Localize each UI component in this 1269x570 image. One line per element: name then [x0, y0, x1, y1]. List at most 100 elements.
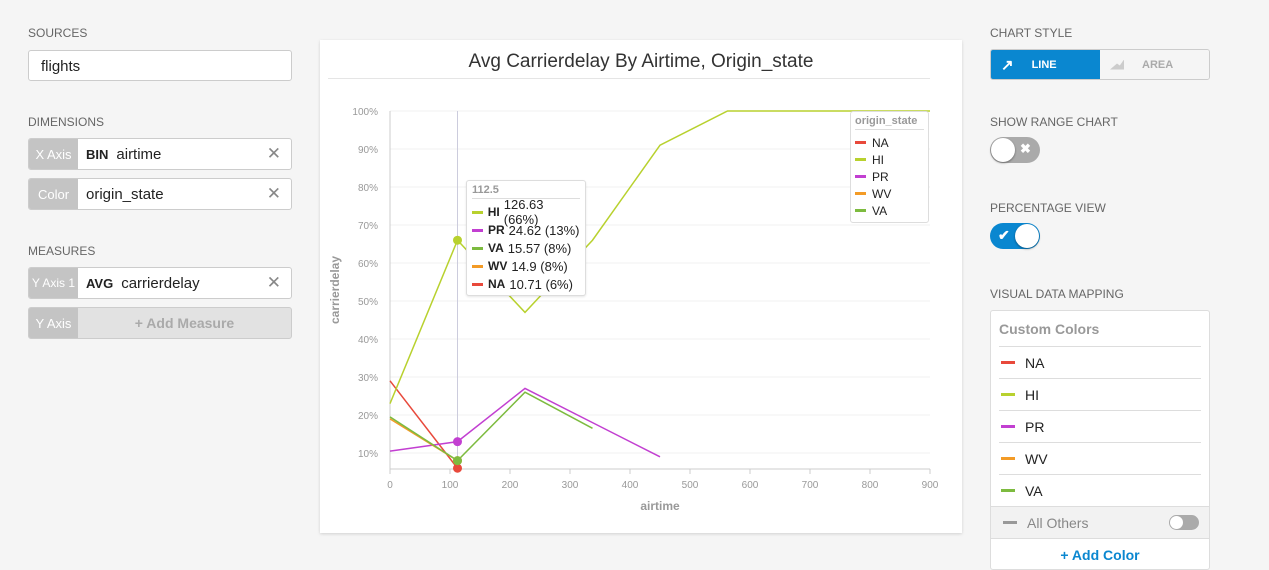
field-name: airtime: [116, 145, 162, 163]
tooltip-value: 10.71 (6%): [509, 276, 573, 292]
legend-swatch-icon: [855, 158, 866, 161]
color-mapping-label: HI: [1025, 386, 1039, 403]
color-mapping-row[interactable]: HI: [999, 378, 1201, 410]
dimensions-label: DIMENSIONS: [28, 115, 105, 129]
line-label: LINE: [1031, 58, 1057, 71]
x-tick-label: 600: [742, 480, 759, 491]
legend-item[interactable]: VA: [855, 202, 924, 219]
x-tick-label: 100: [442, 480, 459, 491]
y-tick-label: 90%: [358, 145, 378, 156]
y-axis-measure[interactable]: Y Axis 1 AVG carrierdelay ✕: [28, 267, 292, 299]
legend-swatch-icon: [855, 192, 866, 195]
legend-label: NA: [872, 135, 889, 150]
color-mapping-row[interactable]: NA: [999, 346, 1201, 378]
tooltip-row: PR 24.62 (13%): [472, 221, 580, 239]
swatch-icon: [1001, 489, 1015, 492]
swatch-icon: [1001, 425, 1015, 428]
y-tick-label: 40%: [358, 335, 378, 346]
legend-item[interactable]: WV: [855, 185, 924, 202]
area-style-button[interactable]: AREA: [1100, 50, 1209, 79]
y-tick-label: 100%: [352, 107, 378, 118]
tooltip-row: VA 15.57 (8%): [472, 239, 580, 257]
tooltip-row: WV 14.9 (8%): [472, 257, 580, 275]
legend-label: WV: [872, 186, 892, 201]
hover-point-VA[interactable]: [453, 456, 462, 466]
tooltip-value: 14.9 (8%): [511, 258, 568, 274]
hover-point-PR[interactable]: [453, 437, 462, 447]
tooltip-value: 126.63 (66%): [503, 197, 544, 227]
x-axis-title: airtime: [640, 499, 680, 513]
tooltip-series-name: VA: [488, 241, 504, 255]
sources-label: SOURCES: [28, 26, 88, 40]
legend-label: PR: [872, 169, 889, 184]
title-divider: [328, 78, 930, 79]
x-tick-label: 800: [862, 480, 879, 491]
y-tick-label: 50%: [358, 297, 378, 308]
swatch-icon: [1001, 393, 1015, 396]
color-mapping-row[interactable]: PR: [999, 410, 1201, 442]
chart-style-toggle: ↗ LINE AREA: [990, 49, 1210, 80]
close-icon[interactable]: ✕: [266, 144, 281, 163]
tooltip-title: 112.5: [472, 184, 580, 199]
x-tick-label: 700: [802, 480, 819, 491]
custom-colors-title: Custom Colors: [999, 321, 1100, 337]
x-axis-dimension[interactable]: X Axis BIN airtime ✕: [28, 138, 292, 170]
swatch-icon: [1003, 521, 1017, 524]
tooltip-swatch-icon: [472, 264, 483, 268]
tooltip-series-name: HI: [487, 205, 500, 219]
visual-data-mapping-panel: Custom Colors NA HI PR WV VA All Others + Ad…: [990, 310, 1210, 570]
legend-label: HI: [872, 152, 884, 167]
x-tick-label: 900: [922, 480, 939, 491]
line-chart-icon: ↗: [1001, 56, 1014, 74]
area-label: AREA: [1142, 58, 1174, 71]
color-mapping-row[interactable]: WV: [999, 442, 1201, 474]
y-axis-title: carrierdelay: [328, 256, 342, 324]
hover-point-NA[interactable]: [453, 463, 462, 473]
tooltip-row: NA 10.71 (6%): [472, 275, 580, 293]
add-color-button[interactable]: + Add Color: [991, 538, 1209, 570]
legend-swatch-icon: [855, 175, 866, 178]
y-axis-tag: Y Axis: [29, 308, 78, 338]
percentage-view-toggle[interactable]: ✔: [990, 223, 1040, 249]
line-style-button[interactable]: ↗ LINE: [991, 50, 1100, 79]
all-others-row: All Others: [991, 506, 1209, 538]
y-tick-label: 60%: [358, 259, 378, 270]
legend-label: VA: [872, 203, 888, 218]
series-line-VA[interactable]: [389, 391, 593, 462]
x-icon: ✖: [1020, 141, 1031, 156]
close-icon[interactable]: ✕: [266, 273, 281, 292]
legend-item[interactable]: HI: [855, 151, 924, 168]
tooltip-value: 15.57 (8%): [507, 240, 572, 256]
x-tick-label: 400: [622, 480, 639, 491]
legend-title: origin_state: [855, 115, 924, 130]
hover-point-HI[interactable]: [453, 235, 462, 245]
chart-card: Avg Carrierdelay By Airtime, Origin_stat…: [320, 40, 962, 533]
add-measure-button[interactable]: Y Axis + Add Measure: [28, 307, 292, 339]
legend-item[interactable]: NA: [855, 134, 924, 151]
area-chart-icon: [1110, 59, 1124, 70]
field-name: carrierdelay: [121, 274, 200, 292]
color-mapping-label: PR: [1025, 418, 1045, 435]
legend-swatch-icon: [855, 141, 866, 144]
x-tick-label: 200: [502, 480, 519, 491]
avg-label: AVG: [86, 275, 114, 291]
tooltip-swatch-icon: [472, 228, 483, 232]
visual-data-mapping-label: VISUAL DATA MAPPING: [990, 287, 1124, 301]
color-mapping-label: NA: [1025, 354, 1045, 371]
check-icon: ✔: [998, 227, 1010, 243]
range-chart-toggle[interactable]: ✖: [990, 137, 1040, 163]
legend-swatch-icon: [855, 209, 866, 212]
y-tick-label: 20%: [358, 411, 378, 422]
color-dimension[interactable]: Color origin_state ✕: [28, 178, 292, 210]
close-icon[interactable]: ✕: [266, 184, 281, 203]
legend-item[interactable]: PR: [855, 168, 924, 185]
tooltip-swatch-icon: [472, 282, 483, 286]
bin-label: BIN: [86, 146, 109, 162]
y-tick-label: 80%: [358, 183, 378, 194]
percentage-view-label: PERCENTAGE VIEW: [990, 201, 1106, 215]
all-others-toggle[interactable]: [1169, 515, 1199, 530]
all-others-label: All Others: [1027, 514, 1089, 531]
source-input[interactable]: flights: [28, 50, 292, 81]
color-mapping-row[interactable]: VA: [999, 474, 1201, 506]
series-line-PR[interactable]: [389, 387, 661, 458]
